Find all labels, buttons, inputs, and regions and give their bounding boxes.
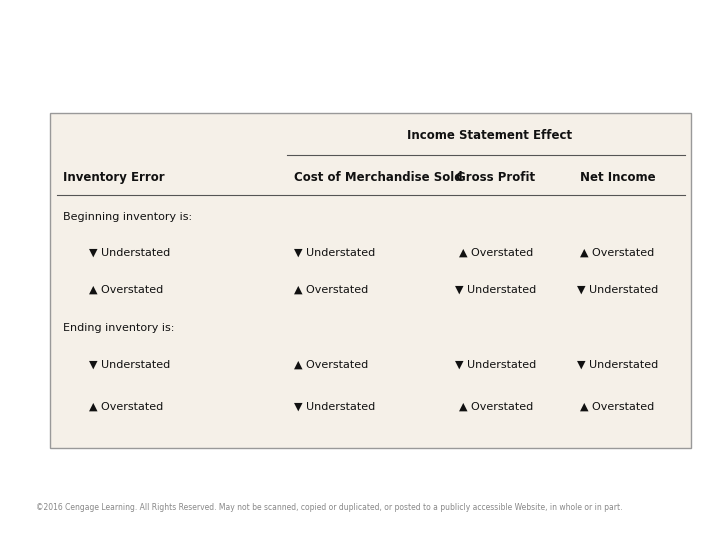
Text: Income Statement Effect: Income Statement Effect (407, 129, 572, 141)
Text: ▼ Understated: ▼ Understated (455, 360, 536, 369)
Text: Effect of Inventory Errors on: Effect of Inventory Errors on (18, 20, 399, 44)
Text: Gross Profit: Gross Profit (456, 171, 535, 184)
Text: Cost of Merchandise Sold: Cost of Merchandise Sold (294, 171, 462, 184)
Text: ▲ Overstated: ▲ Overstated (89, 401, 163, 411)
Text: Net Income: Net Income (580, 171, 655, 184)
Text: ©2016 Cengage Learning. All Rights Reserved. May not be scanned, copied or dupli: ©2016 Cengage Learning. All Rights Reser… (36, 503, 623, 512)
Text: ▼ Understated: ▼ Understated (89, 360, 170, 369)
Text: Ending inventory is:: Ending inventory is: (63, 323, 174, 333)
Text: ▼ Understated: ▼ Understated (294, 401, 375, 411)
Text: ▼ Understated: ▼ Understated (577, 284, 658, 294)
Text: Inventory Error: Inventory Error (63, 171, 165, 184)
Text: Beginning inventory is:: Beginning inventory is: (63, 212, 192, 222)
Text: Current Period’s Income Statement: Current Period’s Income Statement (18, 63, 490, 87)
Text: ▼ Understated: ▼ Understated (577, 360, 658, 369)
Text: ▼ Understated: ▼ Understated (455, 284, 536, 294)
Text: ▲ Overstated: ▲ Overstated (580, 401, 654, 411)
Text: ▲ Overstated: ▲ Overstated (459, 401, 533, 411)
Text: ▲ Overstated: ▲ Overstated (580, 247, 654, 258)
Text: ▼ Understated: ▼ Understated (89, 247, 170, 258)
Text: ▼ Understated: ▼ Understated (294, 247, 375, 258)
Text: ▲ Overstated: ▲ Overstated (294, 360, 368, 369)
Text: ▲ Overstated: ▲ Overstated (459, 247, 533, 258)
Text: ▲ Overstated: ▲ Overstated (89, 284, 163, 294)
Text: ▲ Overstated: ▲ Overstated (294, 284, 368, 294)
